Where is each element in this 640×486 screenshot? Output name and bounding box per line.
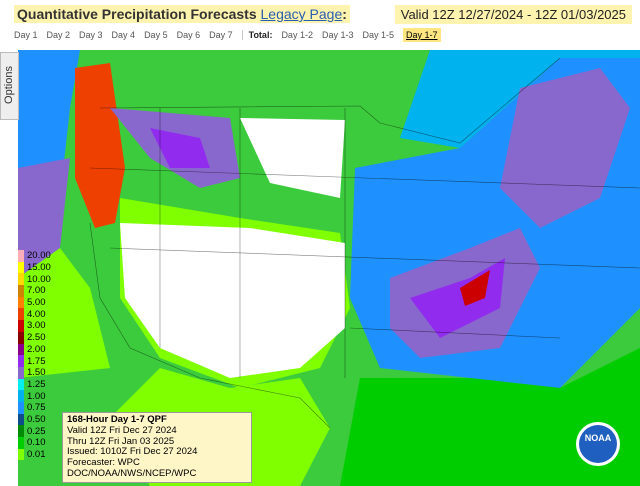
legend-item: 1.00: [18, 390, 60, 402]
legend-item: 0.10: [18, 437, 60, 449]
legend-item: 5.00: [18, 296, 60, 309]
legend-label: 1.25: [27, 378, 46, 390]
gulf: [340, 348, 640, 486]
legend-swatch: [18, 413, 24, 426]
legend-swatch: [18, 261, 24, 274]
legend-swatch: [18, 437, 24, 449]
day-tab[interactable]: Day 2: [46, 30, 71, 40]
legend-swatch: [18, 285, 24, 297]
info-line: 168-Hour Day 1-7 QPF: [67, 414, 167, 425]
legend-swatch: [18, 296, 24, 309]
title-bar: Quantitative Precipitation Forecasts Leg…: [14, 5, 350, 23]
day-tab[interactable]: Day 7: [209, 30, 233, 40]
legend: 20.00 15.00 10.00 7.00 5.00 4.00 3.00 2.50 2.00 1…: [18, 250, 60, 461]
legend-item: 4.00: [18, 308, 60, 321]
legend-swatch: [18, 448, 24, 461]
legend-swatch: [18, 355, 24, 367]
header: Quantitative Precipitation Forecasts Leg…: [0, 0, 640, 48]
legend-item: 10.00: [18, 273, 60, 286]
info-box: 168-Hour Day 1-7 QPF Valid 12Z Fri Dec 27…: [62, 412, 252, 483]
map: NOAA: [18, 50, 640, 486]
dry-plains: [240, 118, 345, 198]
rockies-violet: [150, 128, 210, 168]
legend-label: 3.00: [27, 320, 46, 332]
info-line: Forecaster: WPC: [67, 457, 140, 469]
legend-item: 1.50: [18, 366, 60, 379]
legend-swatch: [18, 250, 24, 262]
legend-swatch: [18, 366, 24, 379]
options-tab[interactable]: Options: [0, 52, 19, 120]
day-tab[interactable]: Day 6: [176, 30, 201, 40]
info-line: DOC/NOAA/NWS/NCEP/WPC: [67, 467, 197, 479]
legend-label: 10.00: [27, 273, 51, 285]
legend-item: 0.75: [18, 401, 60, 414]
legend-swatch: [18, 308, 24, 321]
legend-item: 2.00: [18, 343, 60, 356]
legend-swatch: [18, 390, 24, 402]
total-tab[interactable]: Day 1-7: [402, 28, 441, 42]
total-tab[interactable]: Day 1-3: [321, 30, 354, 40]
legend-item: 0.25: [18, 425, 60, 437]
legend-item: 7.00: [18, 285, 60, 297]
legend-item: 1.75: [18, 355, 60, 367]
legend-item: 3.00: [18, 320, 60, 332]
legend-label: 5.00: [27, 297, 46, 309]
day-tab[interactable]: Day 3: [79, 30, 103, 40]
legend-item: 0.50: [18, 413, 60, 426]
legend-label: 4.00: [27, 308, 46, 320]
ocean-light: [18, 248, 110, 378]
legend-swatch: [18, 320, 24, 332]
legend-label: 7.00: [27, 285, 46, 297]
pacific-purple: [18, 158, 70, 278]
colon: :: [342, 6, 347, 22]
legacy-link[interactable]: Legacy Page: [260, 6, 343, 22]
logo: [579, 425, 617, 463]
legend-label: 0.10: [27, 437, 46, 449]
day-tab[interactable]: Day 5: [144, 30, 168, 40]
legend-item: 20.00: [18, 250, 60, 262]
southeast-max: [460, 270, 490, 306]
legend-label: 0.25: [27, 425, 46, 437]
legend-label: 0.01: [27, 449, 46, 461]
legend-label: 2.50: [27, 332, 46, 344]
legend-label: 1.75: [27, 355, 46, 367]
legend-swatch: [18, 401, 24, 414]
northeast-blue: [400, 50, 640, 148]
legend-label: 1.50: [27, 367, 46, 379]
valid-range: Valid 12Z 12/27/2024 - 12Z 01/03/2025: [394, 5, 632, 24]
legend-label: 20.00: [27, 250, 51, 262]
info-line: Issued: 1010Z Fri Dec 27 2024: [67, 446, 198, 458]
total-tab[interactable]: Day 1-2: [281, 30, 313, 40]
northeast-purple: [500, 68, 630, 228]
northwest-max: [75, 63, 125, 228]
dry-southwest: [120, 223, 345, 378]
total-tab[interactable]: Day 1-5: [362, 30, 394, 40]
legend-label: 1.00: [27, 390, 46, 402]
title: Quantitative Precipitation Forecasts: [17, 6, 257, 22]
day-tab[interactable]: Day 1: [14, 30, 38, 40]
legend-item: 0.01: [18, 448, 60, 461]
info-line: Thru 12Z Fri Jan 03 2025: [67, 435, 175, 447]
legend-item: 1.25: [18, 378, 60, 391]
legend-item: 15.00: [18, 261, 60, 274]
legend-label: 0.75: [27, 402, 46, 414]
legend-label: 15.00: [27, 262, 51, 274]
legend-swatch: [18, 343, 24, 356]
total-label: Total:: [241, 30, 272, 40]
options-label: Options: [3, 66, 15, 104]
info-line: Valid 12Z Fri Dec 27 2024: [67, 424, 177, 436]
legend-label: 0.50: [27, 413, 46, 425]
tabs: Day 1 Day 2 Day 3 Day 4 Day 5 Day 6 Day 7 Total…: [14, 28, 441, 42]
borders: [89, 57, 640, 429]
legend-item: 2.50: [18, 331, 60, 344]
day-tab[interactable]: Day 4: [111, 30, 136, 40]
legend-label: 2.00: [27, 343, 46, 355]
logo-text: NOAA: [585, 433, 612, 443]
legend-swatch: [18, 425, 24, 437]
legend-swatch: [18, 331, 24, 344]
legend-swatch: [18, 273, 24, 286]
legend-swatch: [18, 378, 24, 391]
